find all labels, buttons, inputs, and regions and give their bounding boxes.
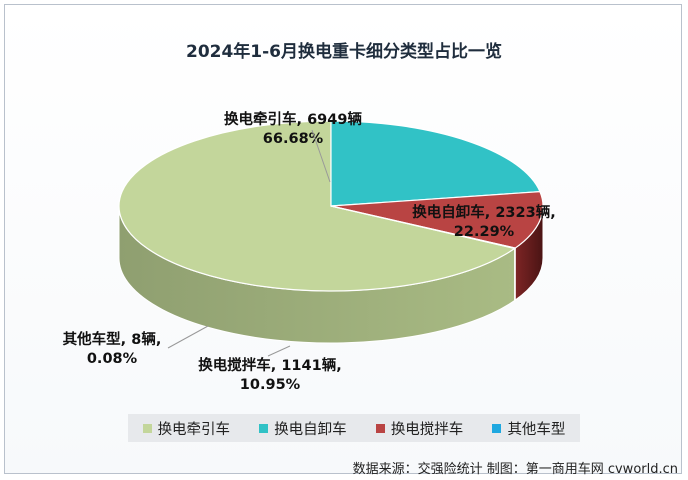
data-label-dump-name: 换电自卸车, 2323辆, bbox=[412, 203, 555, 221]
legend-swatch-tractor bbox=[142, 423, 152, 433]
legend-item-dump: 换电自卸车 bbox=[259, 418, 347, 439]
data-label-dump-percent: 22.29% bbox=[454, 224, 515, 240]
legend-item-mixer: 换电搅拌车 bbox=[375, 418, 464, 439]
legend-label-mixer: 换电搅拌车 bbox=[390, 421, 464, 438]
chart-title: 2024年1-6月换电重卡细分类型占比一览 bbox=[186, 41, 502, 62]
legend-label-other: 其他车型 bbox=[507, 421, 566, 438]
legend-swatch-other bbox=[492, 423, 502, 433]
pie-slice-dump bbox=[330, 120, 541, 207]
leader-line-other bbox=[167, 325, 209, 349]
legend-item-tractor: 换电牵引车 bbox=[142, 418, 231, 439]
legend-swatch-mixer bbox=[375, 423, 385, 433]
data-label-other-percent: 0.08% bbox=[87, 351, 138, 367]
data-label-mixer-name: 换电搅拌车, 1141辆, bbox=[198, 356, 341, 374]
legend-swatch-dump bbox=[259, 423, 269, 433]
pie-side-other bbox=[514, 247, 516, 302]
legend-label-dump: 换电自卸车 bbox=[274, 421, 347, 438]
data-label-other-name: 其他车型, 8辆, bbox=[63, 330, 162, 348]
leader-line-tractor bbox=[311, 129, 331, 183]
pie-slice-tractor bbox=[118, 120, 517, 292]
pie-slice-mixer bbox=[330, 190, 544, 249]
pie-slice-other bbox=[330, 205, 517, 250]
legend-label-tractor: 换电牵引车 bbox=[157, 421, 231, 438]
data-label-mixer-percent: 10.95% bbox=[240, 377, 301, 393]
data-label-tractor-name: 换电牵引车, 6949辆 bbox=[224, 110, 362, 128]
source-note: 数据来源：交强险统计 制图：第一商用车网 cvworld.cn bbox=[352, 462, 678, 477]
legend-item-other: 其他车型 bbox=[492, 418, 565, 439]
chart-legend: 换电牵引车 换电自卸车 换电搅拌车 其他车型 bbox=[128, 414, 580, 442]
leader-line-mixer bbox=[267, 345, 291, 357]
data-label-tractor-percent: 66.68% bbox=[263, 131, 324, 147]
